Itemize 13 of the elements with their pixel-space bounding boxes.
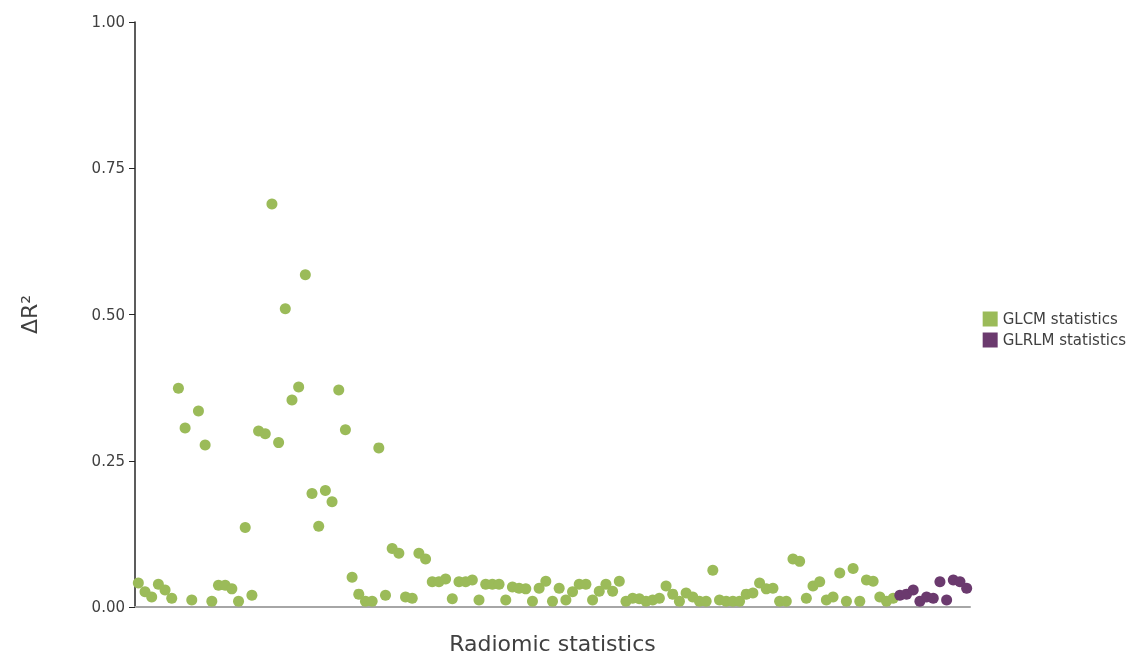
- y-tick-label: 0.25: [91, 451, 125, 470]
- y-tick-label: 0.50: [91, 305, 125, 324]
- point: [934, 576, 946, 588]
- y-axis-title: ΔR²: [16, 294, 42, 335]
- x-axis-title: Radiomic statistics: [449, 630, 656, 656]
- point: [961, 582, 973, 594]
- y-tick-label: 0.00: [91, 598, 125, 616]
- point: [907, 584, 919, 596]
- legend-label: GLRLM statistics: [1002, 331, 1127, 349]
- y-tick-label: 1.00: [91, 13, 125, 31]
- legend-label: GLCM statistics: [1002, 310, 1118, 328]
- point: [941, 594, 953, 606]
- y-tick-label: 0.75: [91, 159, 125, 178]
